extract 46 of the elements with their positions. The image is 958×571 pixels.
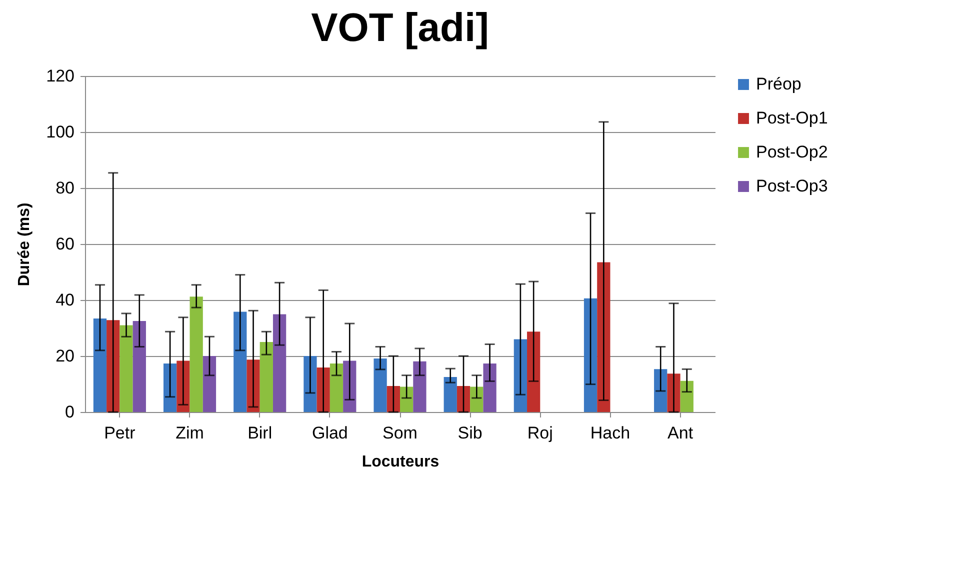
bar — [272, 314, 286, 412]
bar — [483, 364, 496, 412]
y-tick-label: 80 — [56, 178, 74, 198]
bar — [202, 356, 216, 412]
bar — [413, 361, 426, 412]
bar — [163, 364, 177, 412]
bar — [680, 380, 694, 412]
bar — [260, 342, 273, 412]
bar — [132, 321, 146, 412]
bar — [527, 332, 540, 412]
x-tick-label: Glad — [312, 424, 348, 442]
legend-label: Post-Op3 — [756, 176, 828, 196]
bar — [190, 296, 203, 412]
bar — [374, 358, 387, 412]
x-tick-label: Sib — [458, 424, 482, 442]
bar — [654, 369, 668, 412]
legend-label: Post-Op1 — [756, 108, 828, 128]
chart-title: VOT [adi] — [311, 6, 489, 50]
y-axis-title: Durée (ms) — [16, 202, 34, 286]
bar — [584, 298, 598, 412]
y-tick-label: 20 — [56, 346, 74, 366]
y-tick-label: 40 — [56, 290, 74, 310]
bar — [400, 386, 414, 412]
bar — [234, 312, 247, 412]
x-axis-title: Locuteurs — [362, 454, 440, 470]
y-tick-label: 100 — [46, 122, 74, 142]
bar — [330, 364, 344, 412]
bar — [386, 386, 400, 412]
x-tick-label: Ant — [668, 424, 694, 442]
y-tick-label: 120 — [46, 66, 74, 86]
x-tick-label: Hach — [590, 424, 630, 442]
legend-label: Post-Op2 — [756, 142, 828, 162]
bar — [444, 377, 457, 412]
y-tick-label: 0 — [65, 402, 74, 422]
bar — [514, 339, 528, 412]
y-tick-label: 60 — [56, 234, 74, 254]
x-tick-label: Petr — [104, 424, 136, 442]
bar — [304, 356, 317, 412]
bar — [470, 386, 484, 412]
legend-label: Préop — [756, 74, 802, 94]
x-tick-label: Birl — [248, 424, 272, 442]
bar — [93, 318, 107, 412]
x-tick-label: Som — [382, 424, 418, 442]
x-tick-label: Roj — [527, 424, 553, 442]
bar — [120, 325, 133, 412]
x-tick-label: Zim — [176, 424, 204, 442]
